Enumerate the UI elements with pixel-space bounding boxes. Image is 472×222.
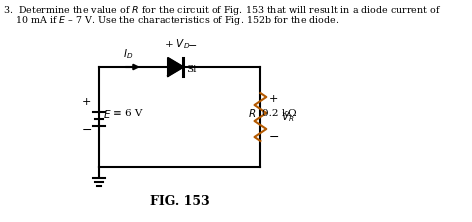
Text: $E$: $E$ <box>103 108 112 120</box>
Text: + $V_D$: + $V_D$ <box>164 37 190 51</box>
Text: Si: Si <box>185 65 196 75</box>
Text: +: + <box>82 97 91 107</box>
Text: ≡ 6 V: ≡ 6 V <box>112 109 142 119</box>
Text: −: − <box>269 131 279 143</box>
Text: 0.2 kΩ: 0.2 kΩ <box>262 109 297 117</box>
Text: −: − <box>188 41 198 51</box>
Text: FIG. 153: FIG. 153 <box>150 195 210 208</box>
Text: −: − <box>81 123 92 137</box>
Text: $V_R$: $V_R$ <box>280 110 294 124</box>
Text: 3.  Determine the value of $R$ for the circuit of Fig. 153 that will result in a: 3. Determine the value of $R$ for the ci… <box>3 4 442 17</box>
Text: $I_D$: $I_D$ <box>123 47 134 61</box>
Text: +: + <box>269 94 278 104</box>
Text: $R$: $R$ <box>248 107 256 119</box>
Polygon shape <box>168 58 183 76</box>
Text: 10 mA if $E$ – 7 V. Use the characteristics of Fig. 152b for the diode.: 10 mA if $E$ – 7 V. Use the characterist… <box>3 14 340 27</box>
